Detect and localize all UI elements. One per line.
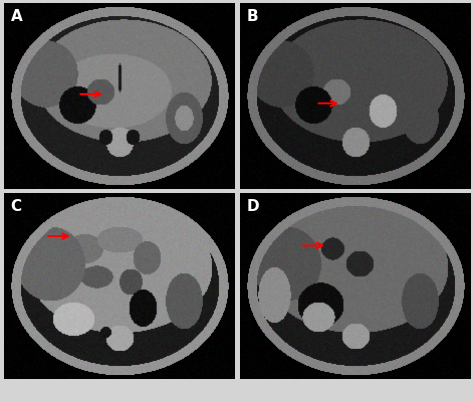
Text: D: D <box>247 199 259 214</box>
Text: B: B <box>247 9 258 24</box>
Text: C: C <box>11 199 22 214</box>
Text: A: A <box>11 9 22 24</box>
